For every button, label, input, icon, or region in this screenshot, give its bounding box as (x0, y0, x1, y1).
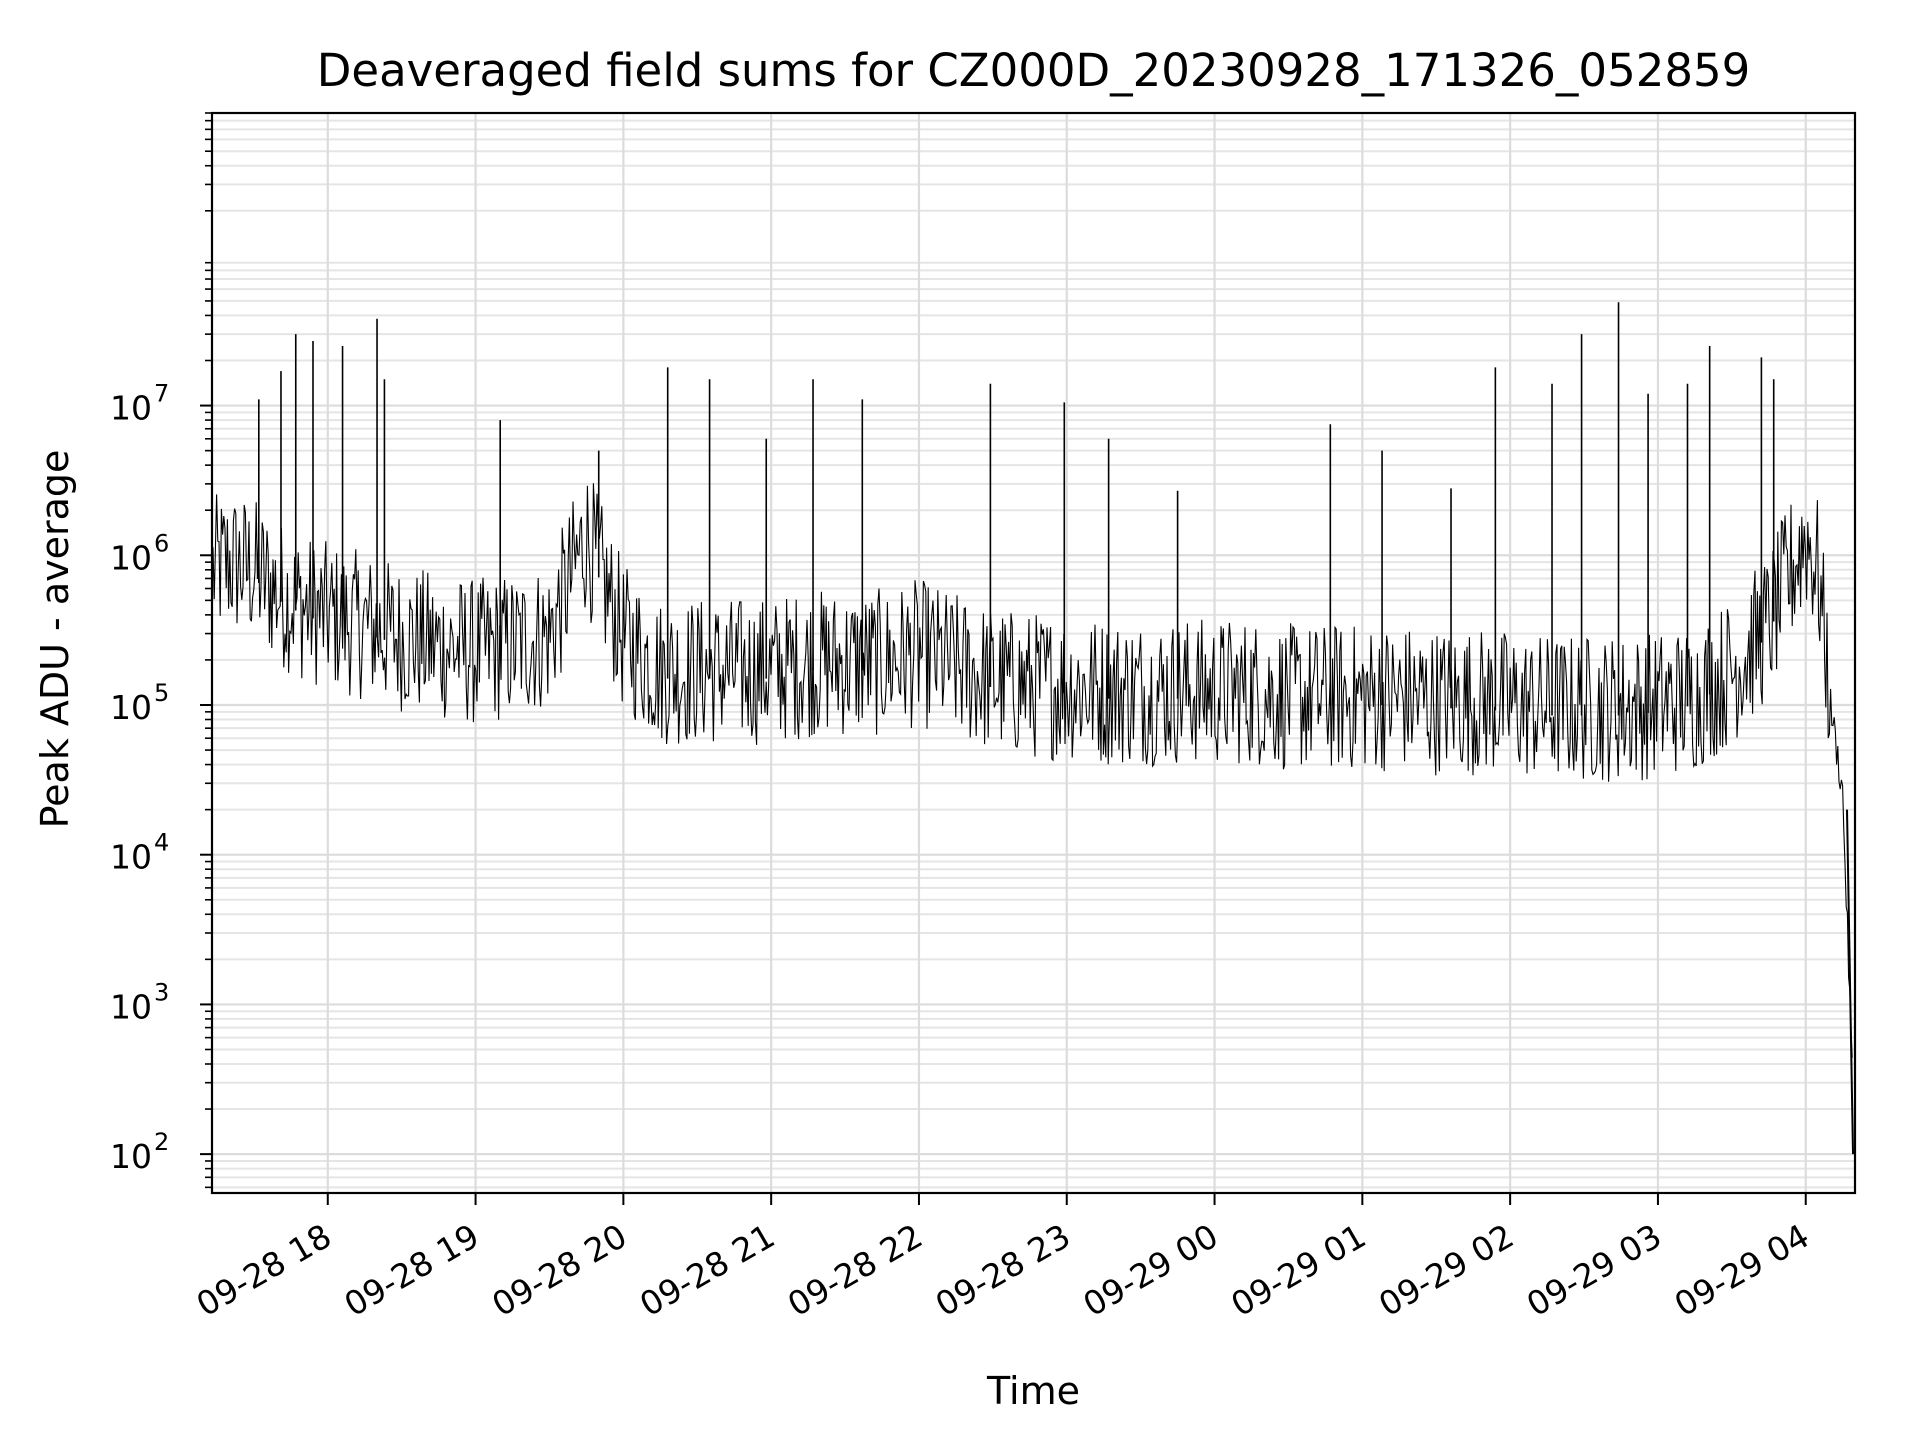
y-tick-label: 10 (110, 538, 152, 577)
y-axis-title: Peak ADU - average (33, 450, 77, 829)
y-tick-exponent: 6 (154, 529, 169, 557)
chart-title: Deaveraged field sums for CZ000D_2023092… (317, 44, 1750, 97)
y-tick-label: 10 (110, 838, 152, 877)
series-line (212, 483, 1853, 1058)
plot-frame (210, 111, 1857, 1195)
y-tick-exponent: 3 (154, 978, 169, 1006)
end-drop-line (1846, 809, 1854, 1155)
y-tick-exponent: 5 (154, 679, 169, 707)
x-axis-title: Time (986, 1369, 1080, 1413)
y-tick-exponent: 4 (154, 829, 169, 857)
y-tick-label: 10 (110, 1137, 152, 1176)
y-tick-label: 10 (110, 688, 152, 727)
y-tick-exponent: 2 (154, 1128, 169, 1156)
y-tick-label: 10 (110, 987, 152, 1026)
y-tick-exponent: 7 (154, 380, 169, 408)
y-tick-label: 10 (110, 389, 152, 428)
data-series (212, 302, 1854, 1155)
